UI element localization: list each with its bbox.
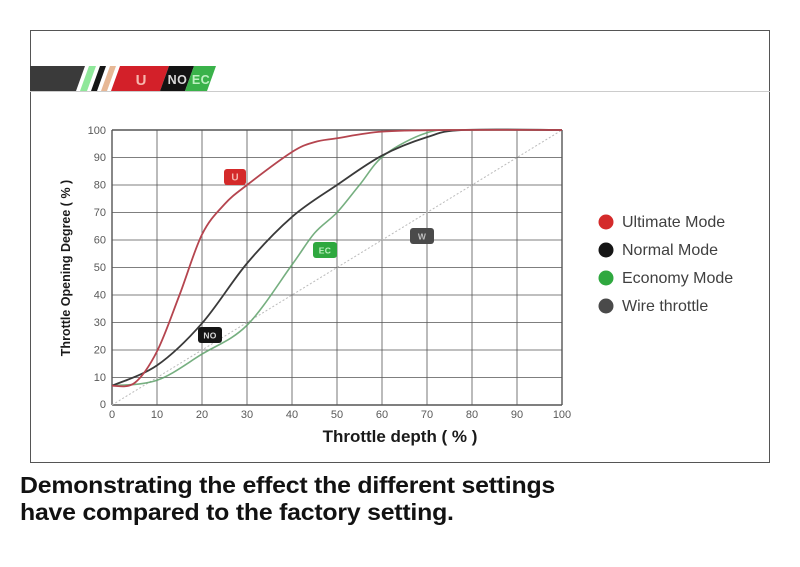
svg-text:80: 80: [466, 409, 478, 421]
svg-text:20: 20: [196, 409, 208, 421]
svg-text:20: 20: [94, 345, 106, 357]
svg-text:40: 40: [286, 409, 298, 421]
svg-text:50: 50: [331, 409, 343, 421]
svg-text:60: 60: [376, 409, 388, 421]
svg-text:Ultimate Mode: Ultimate Mode: [622, 214, 725, 231]
svg-text:W: W: [418, 232, 427, 242]
svg-text:NO: NO: [203, 331, 216, 341]
svg-text:Economy Mode: Economy Mode: [622, 270, 733, 287]
svg-text:EC: EC: [319, 246, 331, 256]
svg-text:10: 10: [151, 409, 163, 421]
svg-text:Throttle depth ( % ): Throttle depth ( % ): [323, 427, 478, 446]
svg-text:EC: EC: [192, 73, 210, 87]
svg-text:80: 80: [94, 180, 106, 192]
svg-text:70: 70: [94, 207, 106, 219]
svg-text:60: 60: [94, 235, 106, 247]
svg-text:10: 10: [94, 372, 106, 384]
svg-text:U: U: [231, 173, 238, 184]
svg-text:70: 70: [421, 409, 433, 421]
svg-text:100: 100: [553, 409, 571, 421]
svg-text:30: 30: [94, 317, 106, 329]
svg-text:0: 0: [109, 409, 115, 421]
svg-text:Wire throttle: Wire throttle: [622, 298, 708, 315]
svg-text:Throttle Opening Degree ( % ): Throttle Opening Degree ( % ): [59, 180, 73, 356]
svg-text:90: 90: [511, 409, 523, 421]
svg-text:100: 100: [88, 125, 106, 137]
svg-text:30: 30: [241, 409, 253, 421]
svg-text:90: 90: [94, 152, 106, 164]
svg-text:Normal Mode: Normal Mode: [622, 242, 718, 259]
svg-text:0: 0: [100, 399, 106, 411]
svg-text:U: U: [136, 72, 147, 89]
svg-text:50: 50: [94, 262, 106, 274]
svg-text:40: 40: [94, 290, 106, 302]
svg-text:NO: NO: [168, 73, 188, 87]
